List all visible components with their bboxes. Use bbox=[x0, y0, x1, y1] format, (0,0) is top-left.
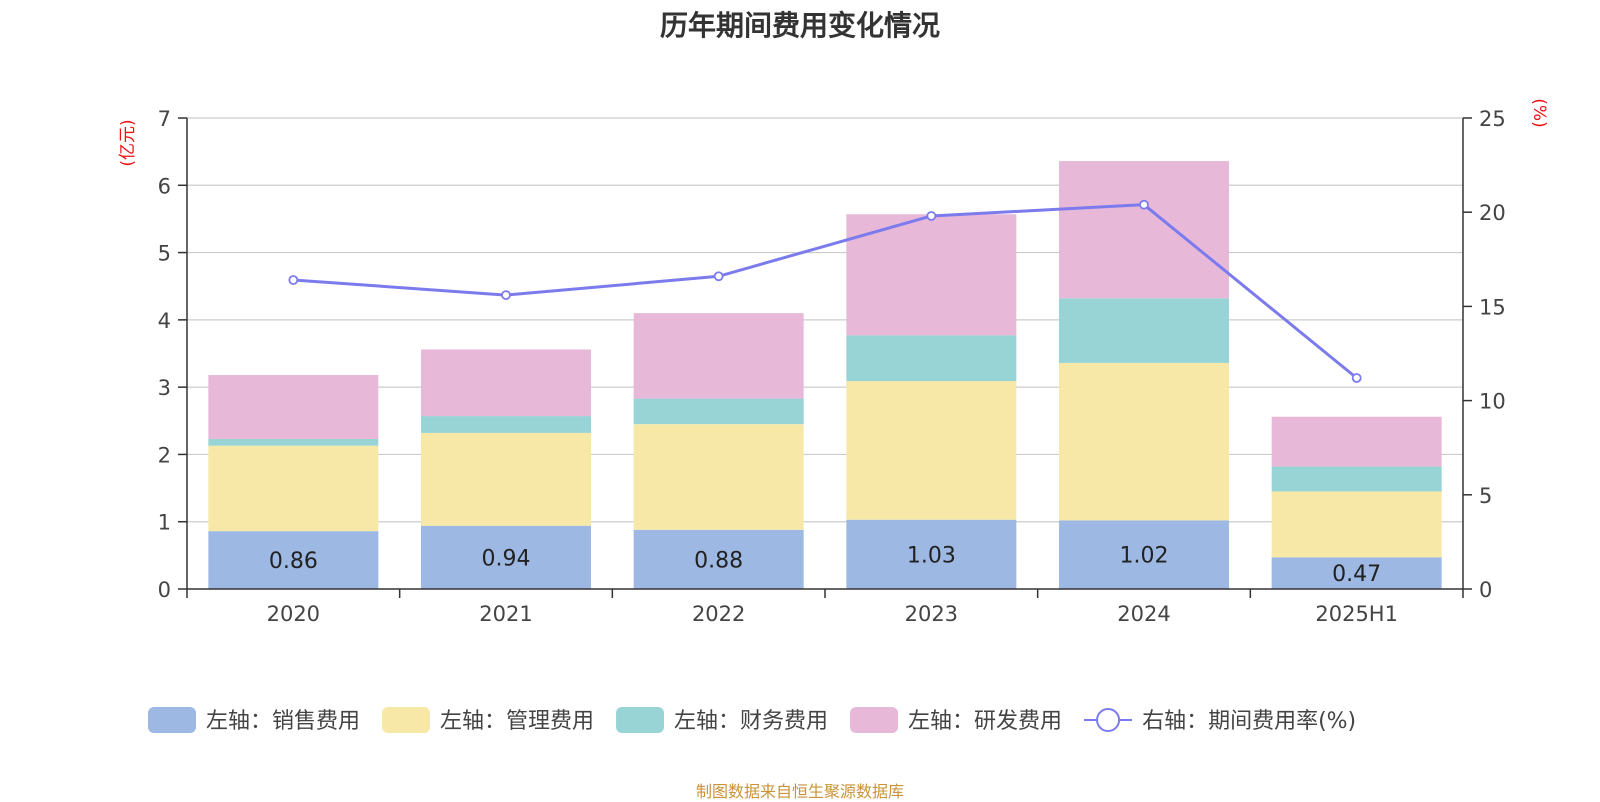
rate-point bbox=[501, 290, 511, 300]
right-tick-label: 0 bbox=[1479, 578, 1492, 602]
grid-lines bbox=[187, 117, 1463, 523]
right-axis-unit: (%) bbox=[1529, 98, 1549, 127]
bar-data-label: 0.47 bbox=[1332, 562, 1381, 587]
left-tick-label: 3 bbox=[158, 376, 171, 400]
left-axis-unit: (亿元) bbox=[118, 119, 138, 166]
bar-segment bbox=[846, 519, 1017, 589]
bar-stacks bbox=[208, 161, 1442, 589]
bar-data-label: 0.94 bbox=[482, 546, 531, 571]
legend-marker bbox=[1096, 708, 1121, 732]
legend-label: 左轴：销售费用 bbox=[206, 709, 360, 734]
bar-segment bbox=[846, 214, 1017, 336]
bar-segment bbox=[1059, 298, 1229, 363]
bar-segment bbox=[208, 438, 379, 446]
bar-segment bbox=[633, 424, 804, 530]
data-labels: 0.86 0.94 0.88 1.03 1.02 0.47 bbox=[269, 543, 1381, 587]
bar-segment bbox=[208, 531, 379, 589]
bar-segment bbox=[633, 398, 804, 425]
rate-point bbox=[1139, 199, 1149, 210]
bar-segment bbox=[1271, 466, 1442, 492]
legend-label: 左轴：财务费用 bbox=[674, 709, 828, 734]
legend: 左轴：销售费用 左轴：管理费用 左轴：财务费用 左轴：研发费用 右轴：期间费用率(%) bbox=[148, 707, 1356, 734]
bar-segment bbox=[208, 445, 379, 532]
bar-segment bbox=[846, 381, 1017, 520]
x-tick-label: 2021 bbox=[479, 602, 532, 626]
rate-point bbox=[926, 211, 937, 221]
source-note: 制图数据来自恒生聚源数据库 bbox=[695, 782, 904, 801]
rate-point bbox=[1351, 373, 1362, 383]
legend-label: 左轴：研发费用 bbox=[908, 709, 1062, 734]
left-tick-label: 7 bbox=[158, 107, 171, 131]
legend-swatch bbox=[382, 707, 431, 733]
legend-swatch bbox=[616, 707, 665, 733]
axes bbox=[186, 118, 1464, 590]
legend-item: 左轴：销售费用 bbox=[148, 707, 360, 734]
x-tick-label: 2025H1 bbox=[1315, 602, 1398, 626]
axis-ticks: 0 1 2 3 4 5 6 7 0 5 10 15 20 25 2020 2021 2022 2023 2024 20… bbox=[158, 107, 1506, 626]
rate-line-path bbox=[293, 203, 1358, 380]
x-tick-label: 2023 bbox=[905, 602, 958, 626]
x-tick-label: 2024 bbox=[1117, 602, 1170, 626]
x-tick-label: 2022 bbox=[692, 602, 745, 626]
bar-segment bbox=[421, 432, 591, 526]
bar-segment bbox=[846, 335, 1017, 382]
legend-label: 左轴：管理费用 bbox=[440, 709, 594, 734]
left-tick-label: 6 bbox=[158, 174, 171, 198]
bar-segment bbox=[421, 416, 591, 433]
bar-segment bbox=[421, 349, 591, 417]
right-tick-label: 5 bbox=[1479, 484, 1492, 508]
bar-data-label: 1.03 bbox=[907, 543, 956, 568]
bar-segment bbox=[1271, 557, 1442, 589]
bar-segment bbox=[208, 375, 379, 439]
legend-item: 右轴：期间费用率(%) bbox=[1084, 708, 1356, 734]
left-tick-label: 1 bbox=[158, 511, 171, 535]
bar-segment bbox=[1271, 491, 1442, 558]
bar-segment bbox=[633, 529, 804, 589]
left-tick-label: 2 bbox=[158, 443, 171, 467]
bar-segment bbox=[421, 525, 591, 589]
left-tick-label: 0 bbox=[158, 578, 171, 602]
legend-item: 左轴：研发费用 bbox=[850, 707, 1062, 734]
legend-swatch bbox=[850, 707, 899, 733]
rate-line bbox=[288, 199, 1362, 383]
bar-segment bbox=[1059, 362, 1229, 521]
bar-segment bbox=[1059, 520, 1229, 589]
bar-data-label: 0.86 bbox=[269, 549, 318, 574]
left-tick-label: 5 bbox=[158, 242, 171, 266]
left-tick-label: 4 bbox=[158, 309, 171, 333]
bar-segment bbox=[1271, 416, 1442, 467]
bar-segment bbox=[1059, 161, 1229, 299]
legend-item: 左轴：财务费用 bbox=[616, 707, 828, 734]
x-tick-label: 2020 bbox=[267, 602, 320, 626]
legend-swatch bbox=[148, 707, 196, 733]
chart-title: 历年期间费用变化情况 bbox=[659, 9, 940, 42]
right-tick-label: 25 bbox=[1479, 107, 1506, 131]
right-tick-label: 15 bbox=[1479, 295, 1506, 319]
bar-data-label: 1.02 bbox=[1120, 544, 1169, 569]
right-tick-label: 10 bbox=[1479, 390, 1506, 414]
legend-item: 左轴：管理费用 bbox=[382, 707, 594, 734]
legend-label: 右轴：期间费用率(%) bbox=[1142, 709, 1356, 734]
bar-data-label: 0.88 bbox=[694, 548, 743, 573]
bar-segment bbox=[633, 313, 804, 399]
rate-point bbox=[288, 275, 299, 285]
right-tick-label: 20 bbox=[1479, 201, 1506, 225]
rate-point bbox=[713, 271, 724, 282]
